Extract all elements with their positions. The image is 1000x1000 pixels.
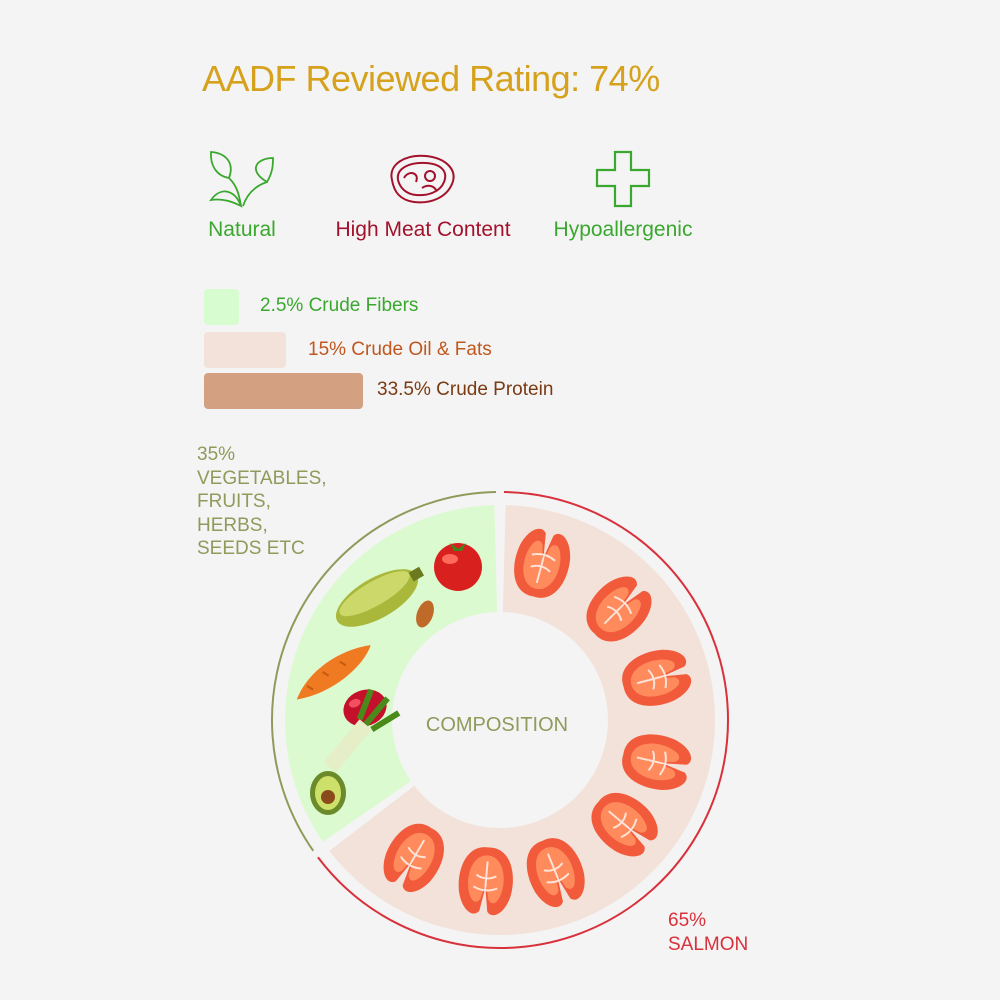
slice-name-line: SALMON — [668, 933, 749, 955]
carrot-icon — [296, 645, 371, 700]
slice-label-salmon: 65% SALMON — [668, 909, 748, 956]
feature-natural: Natural — [195, 150, 289, 242]
salmon-steak-icon — [458, 847, 513, 916]
zucchini-icon — [335, 566, 425, 627]
almond-icon — [416, 600, 434, 628]
steak-icon — [390, 154, 455, 204]
salmon-steak-icon — [591, 792, 658, 857]
slice-label-vegetables: 35% VEGETABLES, FRUITS, HERBS, SEEDS ETC — [197, 443, 327, 561]
slice-name-line: SEEDS ETC — [197, 538, 305, 559]
slice-name-line: HERBS, — [197, 514, 268, 536]
slice-name-line: FRUITS, — [197, 491, 271, 512]
tomato-icon — [434, 543, 482, 591]
feature-hypoallergenic: Hypoallergenic — [550, 150, 696, 242]
nutrient-label-protein: 33.5% Crude Protein — [377, 379, 554, 400]
rating-title: AADF Reviewed Rating: 74% — [202, 58, 660, 99]
nutrient-bar-fibers — [204, 289, 239, 325]
nutrient-label-fibers: 2.5% Crude Fibers — [260, 295, 419, 316]
nutrient-bar-oil-fats — [204, 332, 286, 368]
salmon-steak-icon — [526, 838, 585, 908]
salmon-steak-icon — [622, 734, 692, 790]
leek-icon — [323, 688, 401, 773]
avocado-icon — [310, 771, 346, 815]
feature-high-meat: High Meat Content — [330, 150, 516, 242]
ring-arc-salmon — [317, 491, 729, 949]
slice-percent: 35% — [197, 444, 236, 465]
plus-cross-icon — [595, 150, 651, 208]
salmon-steak-icon — [586, 576, 652, 642]
nutrient-bar-protein — [204, 373, 363, 409]
leaves-icon — [209, 151, 274, 208]
slice-percent: 65% — [668, 910, 707, 931]
feature-label: Hypoallergenic — [553, 218, 693, 241]
feature-label: High Meat Content — [335, 218, 511, 241]
salmon-steak-icon — [514, 528, 571, 598]
slice-name-line: VEGETABLES, — [197, 467, 327, 489]
salmon-steak-icon — [383, 823, 444, 892]
nutrient-label-oil-fats: 15% Crude Oil & Fats — [308, 339, 492, 360]
salmon-steak-icon — [622, 649, 692, 706]
ring-arc-vegetables — [271, 491, 497, 852]
feature-label: Natural — [208, 218, 276, 241]
center-label: COMPOSITION — [426, 714, 568, 736]
